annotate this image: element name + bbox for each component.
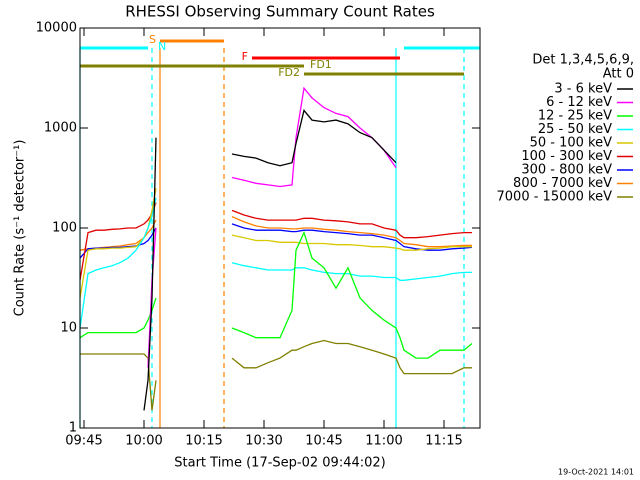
legend-label: 300 - 800 keV <box>521 163 612 178</box>
y-tick-label: 1 <box>69 421 77 436</box>
timestamp: 19-Oct-2021 14:01 <box>558 468 634 477</box>
flag-label: F <box>242 50 248 63</box>
series-line <box>79 223 473 259</box>
legend-label: 100 - 300 keV <box>521 149 612 164</box>
legend-label: 800 - 7000 keV <box>513 176 612 191</box>
x-tick-label: 09:45 <box>65 434 102 449</box>
x-tick-label: 11:00 <box>365 434 402 449</box>
y-axis-label: Count Rate (s⁻¹ detector⁻¹) <box>13 140 28 317</box>
legend-label: 50 - 100 keV <box>530 136 613 151</box>
x-axis-label: Start Time (17-Sep-02 09:44:02) <box>174 456 385 471</box>
y-tick-label: 100 <box>52 221 77 236</box>
x-tick-label: 10:15 <box>185 434 222 449</box>
x-tick-label: 10:45 <box>305 434 342 449</box>
series-line <box>79 230 473 359</box>
legend-label: 7000 - 15000 keV <box>497 190 613 205</box>
y-tick-label: 1000 <box>44 121 77 136</box>
x-tick-label: 11:15 <box>425 434 462 449</box>
y-tick-label: 10000 <box>36 21 77 36</box>
y-tick-label: 10 <box>60 321 77 336</box>
legend-label: 25 - 50 keV <box>538 122 612 137</box>
x-tick-label: 10:00 <box>125 434 162 449</box>
chart-title: RHESSI Observing Summary Count Rates <box>125 3 435 21</box>
legend-label: 6 - 12 keV <box>546 95 612 110</box>
series-line <box>79 202 472 281</box>
series-line <box>143 108 397 411</box>
x-tick-label: 10:30 <box>245 434 282 449</box>
series-line <box>79 197 472 329</box>
legend-label: 3 - 6 keV <box>554 82 612 97</box>
legend-title: Att 0 <box>603 67 634 82</box>
flag-label: FD2 <box>278 66 300 79</box>
legend-label: 12 - 25 keV <box>538 109 612 124</box>
flag-label: S <box>149 33 156 46</box>
flag-label: N <box>158 40 166 53</box>
legend-title: Det 1,3,4,5,6,9, <box>532 53 634 68</box>
flag-label: FD1 <box>310 58 332 71</box>
